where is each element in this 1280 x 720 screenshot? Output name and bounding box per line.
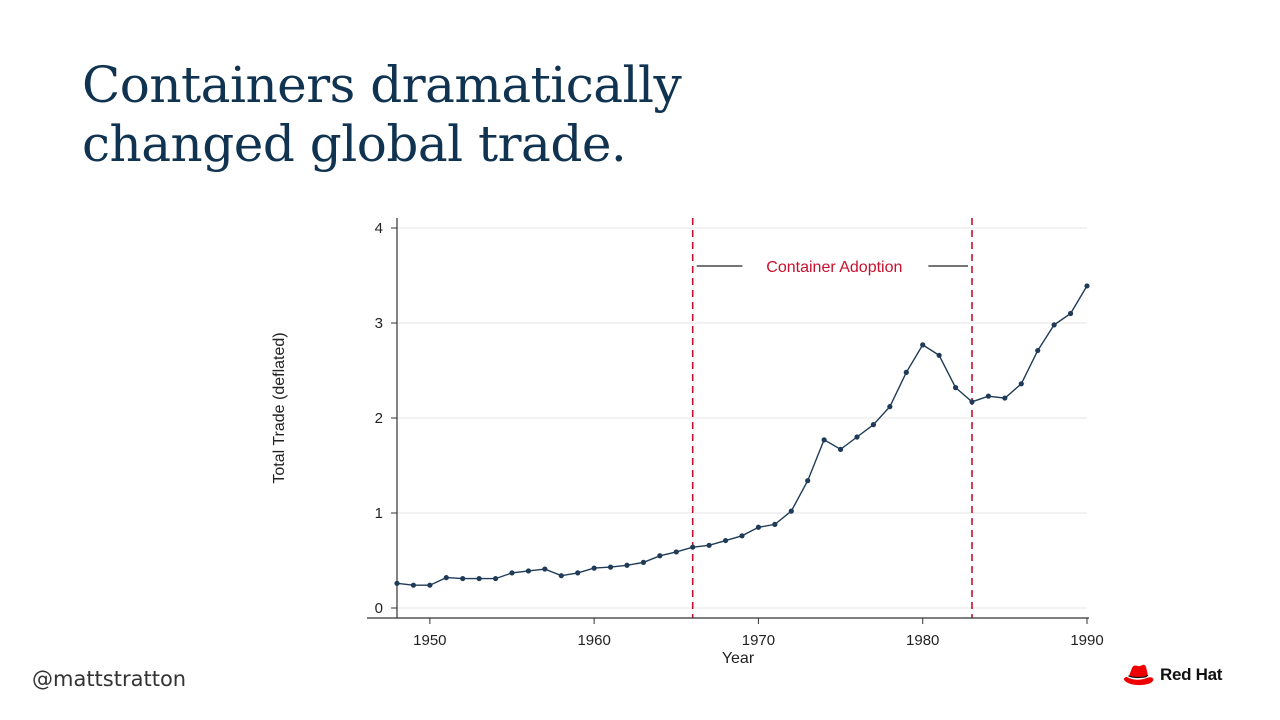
- data-point: [985, 393, 992, 399]
- data-point: [837, 446, 844, 452]
- annotation-layer: [691, 218, 973, 618]
- data-point: [673, 549, 679, 555]
- data-point: [591, 565, 597, 571]
- data-point: [1002, 395, 1008, 401]
- data-point: [772, 521, 778, 527]
- container-adoption-label: Container Adoption: [766, 259, 902, 276]
- data-point: [394, 580, 400, 586]
- data-point: [1018, 381, 1024, 387]
- data-point: [690, 544, 696, 550]
- trade-chart-svg: 0 1 2 3 4 1950 1960 1970 1980 1990 Year Total Trad…: [271, 218, 1104, 667]
- slide-title-line-1: Containers dramatically: [82, 56, 682, 114]
- data-point: [558, 573, 564, 579]
- x-tick-label: 1970: [742, 632, 775, 649]
- data-point: [460, 575, 466, 582]
- data-point: [509, 570, 515, 576]
- data-point: [969, 399, 975, 405]
- data-point: [640, 559, 647, 565]
- x-axis-title: Year: [722, 650, 755, 667]
- axis-layer: 0 1 2 3 4 1950 1960 1970 1980 1990: [367, 218, 1104, 649]
- y-axis-title: Total Trade (deflated): [271, 332, 288, 483]
- slide-title-line-2: changed global trade.: [82, 115, 627, 173]
- x-tick-label: 1950: [413, 632, 446, 649]
- data-point: [476, 575, 482, 582]
- data-point: [1051, 322, 1057, 328]
- data-point: [1084, 283, 1090, 289]
- data-point: [722, 537, 729, 544]
- data-point: [443, 575, 449, 581]
- data-point: [821, 437, 827, 443]
- red-hat-icon: [1123, 664, 1154, 686]
- data-point: [788, 508, 794, 514]
- y-tick-label: 3: [375, 315, 383, 332]
- data-point: [427, 582, 433, 588]
- y-tick-label: 1: [375, 505, 383, 522]
- grid-layer: [397, 227, 1087, 609]
- series-layer: [394, 283, 1090, 588]
- data-point: [1067, 310, 1074, 317]
- data-point: [870, 422, 877, 428]
- data-point: [755, 524, 762, 530]
- data-point: [657, 553, 663, 559]
- data-point: [887, 404, 893, 410]
- data-point: [492, 575, 499, 582]
- x-tick-label: 1960: [577, 632, 610, 649]
- red-hat-logo: Red Hat: [1122, 660, 1222, 690]
- label-layer: Year Total Trade (deflated) Container Adop…: [271, 259, 902, 667]
- trade-chart: 0 1 2 3 4 1950 1960 1970 1980 1990 Year Total Trad…: [240, 198, 1112, 668]
- data-point: [936, 352, 942, 358]
- data-point: [410, 582, 417, 588]
- data-point: [575, 570, 581, 576]
- data-point: [805, 478, 811, 484]
- speaker-handle: @mattstratton: [32, 667, 187, 691]
- brand-name: Red Hat: [1160, 665, 1223, 684]
- y-tick-label: 4: [375, 220, 383, 237]
- data-point: [920, 342, 926, 348]
- data-point: [854, 434, 860, 440]
- data-point: [542, 566, 548, 572]
- data-point: [706, 542, 712, 548]
- data-point: [903, 369, 909, 375]
- data-point: [525, 568, 532, 574]
- data-point: [624, 562, 630, 568]
- data-point: [952, 385, 959, 391]
- trade-series-line: [396, 285, 1088, 586]
- slide-title: Containers dramatically changed global t…: [82, 56, 682, 174]
- data-point: [739, 533, 745, 539]
- data-point: [607, 564, 614, 570]
- x-tick-label: 1980: [906, 632, 939, 649]
- x-tick-label: 1990: [1070, 632, 1103, 649]
- y-tick-label: 2: [375, 410, 383, 427]
- y-tick-label: 0: [375, 600, 383, 617]
- data-point: [1035, 347, 1041, 354]
